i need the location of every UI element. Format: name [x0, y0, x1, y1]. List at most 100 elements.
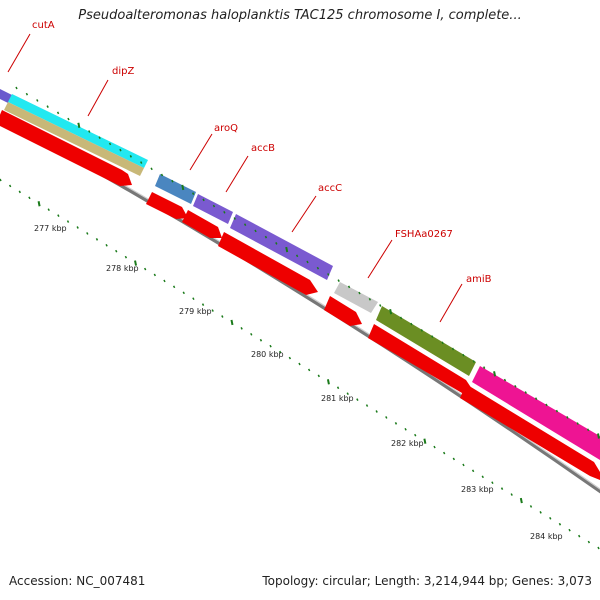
gene-band-FSHAa0267[interactable]: [334, 282, 378, 313]
scale-tick: [420, 329, 423, 332]
scale-tick: [483, 366, 486, 369]
cds-arrow[interactable]: [182, 210, 222, 238]
scale-tick: [105, 243, 108, 247]
scale-tick: [153, 273, 156, 277]
scale-tick: [298, 362, 301, 366]
scale-tick: [223, 210, 226, 214]
cds-arrow[interactable]: [146, 192, 188, 219]
scale-tick: [317, 374, 320, 378]
scale-tick: [243, 223, 247, 227]
scale-tick: [534, 397, 538, 401]
gene-band-amiB[interactable]: [376, 306, 476, 376]
scale-tick: [160, 173, 164, 177]
gene-label-accC[interactable]: accC: [318, 183, 342, 194]
scale-tick: [230, 319, 234, 326]
scale-tick: [240, 327, 243, 330]
kbp-label: 281 kbp: [321, 394, 354, 403]
scale-tick: [462, 463, 465, 467]
scale-tick: [163, 279, 166, 283]
leader-line: [439, 283, 463, 323]
kbp-label: 282 kbp: [391, 439, 424, 448]
cds-arrow[interactable]: [0, 110, 132, 186]
scale-tick: [493, 371, 497, 377]
scale-tick: [358, 291, 361, 295]
cds-track: [0, 110, 600, 480]
scale-tick: [77, 122, 81, 128]
scale-tick: [399, 316, 403, 320]
scale-tick: [172, 285, 176, 289]
scale-tick: [221, 315, 224, 318]
scale-tick: [129, 155, 132, 158]
scale-tick: [150, 167, 153, 171]
scale-tick: [347, 285, 351, 289]
leader-line: [367, 239, 393, 279]
scale-tick: [108, 142, 112, 146]
scale-tick: [279, 350, 282, 354]
scale-tick: [519, 497, 523, 504]
kbp-label: 278 kbp: [106, 264, 139, 273]
scale-tick: [144, 267, 147, 271]
scale-tick: [337, 279, 340, 282]
gene-label-FSHAa0267[interactable]: FSHAa0267: [395, 229, 453, 240]
scale-tick: [56, 111, 60, 115]
gene-band-dipZ[interactable]: [4, 102, 144, 176]
gene-band-cutA[interactable]: [0, 88, 12, 103]
scale-tick: [254, 229, 257, 233]
gene-label-cutA[interactable]: cutA: [32, 20, 55, 31]
scale-tick: [539, 511, 542, 514]
scale-tick: [95, 238, 99, 241]
scale-tick: [264, 235, 268, 239]
gene-labels: cutA dipZ aroQ accB accC FSHAa0267 amiB: [7, 20, 492, 323]
gene-label-aroQ[interactable]: aroQ: [214, 123, 238, 134]
kbp-label: 279 kbp: [179, 307, 212, 316]
scale-tick: [18, 190, 21, 194]
leader-line: [291, 195, 317, 233]
scale-tick: [566, 416, 569, 419]
scale-tick: [462, 353, 465, 357]
scale-tick: [558, 522, 562, 526]
scale-tick: [86, 232, 89, 235]
scale-tick: [555, 409, 559, 413]
scale-tick: [441, 341, 444, 345]
feature-track: [0, 88, 600, 460]
scale-tick: [57, 214, 60, 217]
scale-tick: [597, 546, 600, 550]
scale-tick: [25, 92, 29, 96]
scale-tick: [587, 540, 591, 544]
cds-arrow[interactable]: [218, 232, 318, 295]
scale-tick: [212, 204, 216, 208]
scale-tick: [201, 303, 205, 306]
scale-tick: [288, 356, 292, 360]
scale-tick: [36, 99, 39, 102]
gene-band-pink[interactable]: [472, 366, 600, 460]
scale-tick: [368, 297, 372, 301]
cds-arrow[interactable]: [324, 296, 362, 326]
scale-tick: [326, 379, 330, 385]
scale-tick: [545, 403, 548, 407]
gene-band-cyan[interactable]: [8, 94, 148, 168]
cds-arrow[interactable]: [460, 384, 600, 480]
gene-label-amiB[interactable]: amiB: [466, 274, 492, 285]
scale-tick: [514, 384, 517, 388]
scale-tick: [233, 217, 236, 220]
scale-tick: [433, 445, 436, 449]
scale-tick: [576, 422, 579, 425]
scale-tick: [503, 378, 507, 382]
gene-band-aroQ[interactable]: [155, 174, 196, 204]
gene-label-accB[interactable]: accB: [251, 143, 275, 154]
cds-arrow[interactable]: [368, 324, 474, 393]
kbp-label: 280 kbp: [251, 350, 284, 359]
scale-tick: [481, 475, 484, 479]
scale-tick: [510, 493, 513, 496]
gene-band-accB[interactable]: [193, 194, 233, 224]
scale-tick: [98, 136, 101, 140]
scale-tick: [47, 208, 50, 212]
scale-tick: [375, 410, 378, 413]
kbp-label: 277 kbp: [34, 224, 67, 233]
scale-tick: [379, 304, 382, 307]
scale-tick: [182, 291, 185, 295]
scale-tick: [568, 528, 571, 532]
gene-label-dipZ[interactable]: dipZ: [112, 66, 134, 77]
scale-tick: [451, 347, 455, 351]
scale-tick: [76, 226, 79, 229]
